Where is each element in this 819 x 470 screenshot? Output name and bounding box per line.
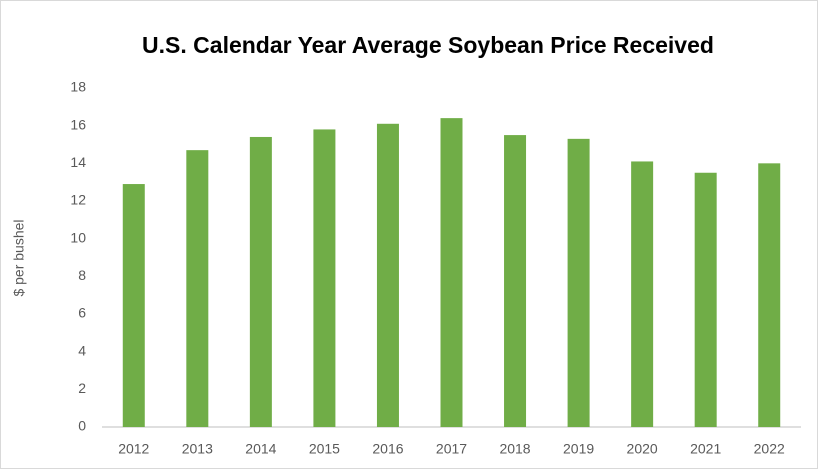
x-tick-label: 2016 <box>372 441 403 457</box>
y-tick-label: 4 <box>78 342 86 358</box>
x-tick-label: 2018 <box>499 441 530 457</box>
y-tick-label: 8 <box>78 267 86 283</box>
x-tick-label: 2022 <box>754 441 785 457</box>
y-tick-label: 2 <box>78 380 86 396</box>
x-tick-label: 2021 <box>690 441 721 457</box>
bar <box>631 161 654 427</box>
x-tick-label: 2013 <box>182 441 213 457</box>
bar <box>440 118 463 427</box>
bar <box>313 129 336 427</box>
chart-title: U.S. Calendar Year Average Soybean Price… <box>142 32 714 58</box>
x-tick-label: 2012 <box>118 441 149 457</box>
bar <box>249 136 272 427</box>
bar <box>122 184 145 427</box>
bar <box>694 172 717 427</box>
x-tick-label: 2020 <box>627 441 658 457</box>
x-tick-label: 2014 <box>245 441 276 457</box>
y-tick-label: 6 <box>78 305 86 321</box>
bar <box>758 163 781 428</box>
x-tick-label: 2015 <box>309 441 340 457</box>
y-tick-label: 10 <box>70 229 86 245</box>
y-tick-label: 16 <box>70 116 86 132</box>
x-tick-label: 2019 <box>563 441 594 457</box>
y-tick-label: 14 <box>70 154 86 170</box>
y-tick-label: 18 <box>70 79 86 95</box>
y-tick-label: 0 <box>78 418 86 434</box>
bar <box>567 138 590 427</box>
bar <box>186 150 209 427</box>
y-axis-label: $ per bushel <box>11 219 27 296</box>
bar <box>504 135 527 428</box>
y-tick-label: 12 <box>70 192 86 208</box>
x-tick-label: 2017 <box>436 441 467 457</box>
bar <box>376 123 399 428</box>
